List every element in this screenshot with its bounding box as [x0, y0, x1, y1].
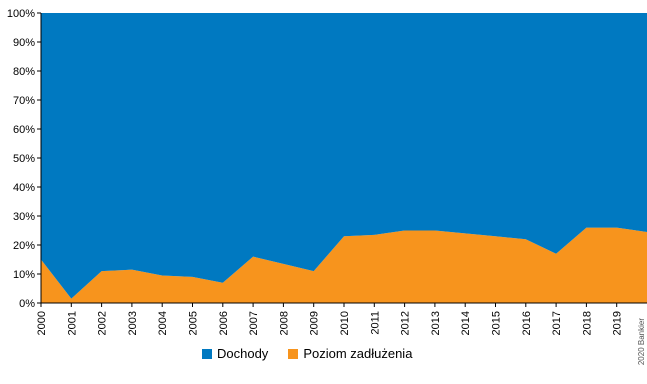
- area-series-dochody: [41, 13, 647, 299]
- x-tick-label: 2005: [188, 311, 200, 335]
- legend: Dochody Poziom zadłużenia: [202, 346, 432, 361]
- y-tick-label: 80%: [13, 66, 35, 78]
- y-tick-label: 60%: [13, 124, 35, 136]
- y-tick-label: 0%: [19, 298, 35, 310]
- y-tick-label: 100%: [7, 8, 35, 20]
- x-tick-label: 2019: [612, 311, 624, 335]
- legend-item-poziom-zadluzenia: Poziom zadłużenia: [288, 346, 412, 361]
- x-tick-label: 2001: [66, 311, 78, 335]
- x-tick-label: 2008: [278, 311, 290, 335]
- legend-item-dochody: Dochody: [202, 346, 268, 361]
- x-tick-label: 2004: [157, 311, 169, 335]
- y-axis-ticks: 0% 10% 20% 30% 40% 50% 60% 70% 80% 90% 100%: [7, 8, 41, 310]
- x-tick-label: 2002: [97, 311, 109, 335]
- x-tick-label: 2015: [491, 311, 503, 335]
- x-tick-label: 2016: [521, 311, 533, 335]
- x-tick-label: 2017: [551, 311, 563, 335]
- y-tick-label: 90%: [13, 37, 35, 49]
- y-tick-label: 10%: [13, 269, 35, 281]
- legend-swatch-poziom-zadluzenia: [288, 348, 299, 359]
- y-tick-label: 50%: [13, 153, 35, 165]
- y-tick-label: 30%: [13, 211, 35, 223]
- source-note: 2020 Bankier: [637, 318, 646, 366]
- plot-area: [41, 13, 647, 303]
- x-tick-label: 2000: [36, 311, 48, 335]
- y-tick-label: 20%: [13, 240, 35, 252]
- legend-label-dochody: Dochody: [217, 346, 269, 361]
- x-tick-label: 2003: [127, 311, 139, 335]
- x-tick-label: 2014: [460, 311, 472, 335]
- x-tick-label: 2018: [581, 311, 593, 335]
- y-tick-label: 40%: [13, 182, 35, 194]
- x-axis-ticks: 2000 2001 2002 2003 2004 2005 2006 2007 2008 2009…: [36, 303, 624, 335]
- legend-swatch-dochody: [202, 348, 212, 359]
- x-tick-label: 2012: [400, 311, 412, 335]
- x-tick-label: 2011: [369, 311, 381, 335]
- x-tick-label: 2006: [218, 311, 230, 335]
- x-tick-label: 2009: [309, 311, 321, 335]
- x-tick-label: 2010: [339, 311, 351, 335]
- y-tick-label: 70%: [13, 95, 35, 107]
- legend-label-poziom-zadluzenia: Poziom zadłużenia: [303, 346, 413, 361]
- x-tick-label: 2007: [248, 311, 260, 335]
- x-tick-label: 2013: [430, 311, 442, 335]
- area-series-poziom-zadluzenia: [41, 227, 647, 303]
